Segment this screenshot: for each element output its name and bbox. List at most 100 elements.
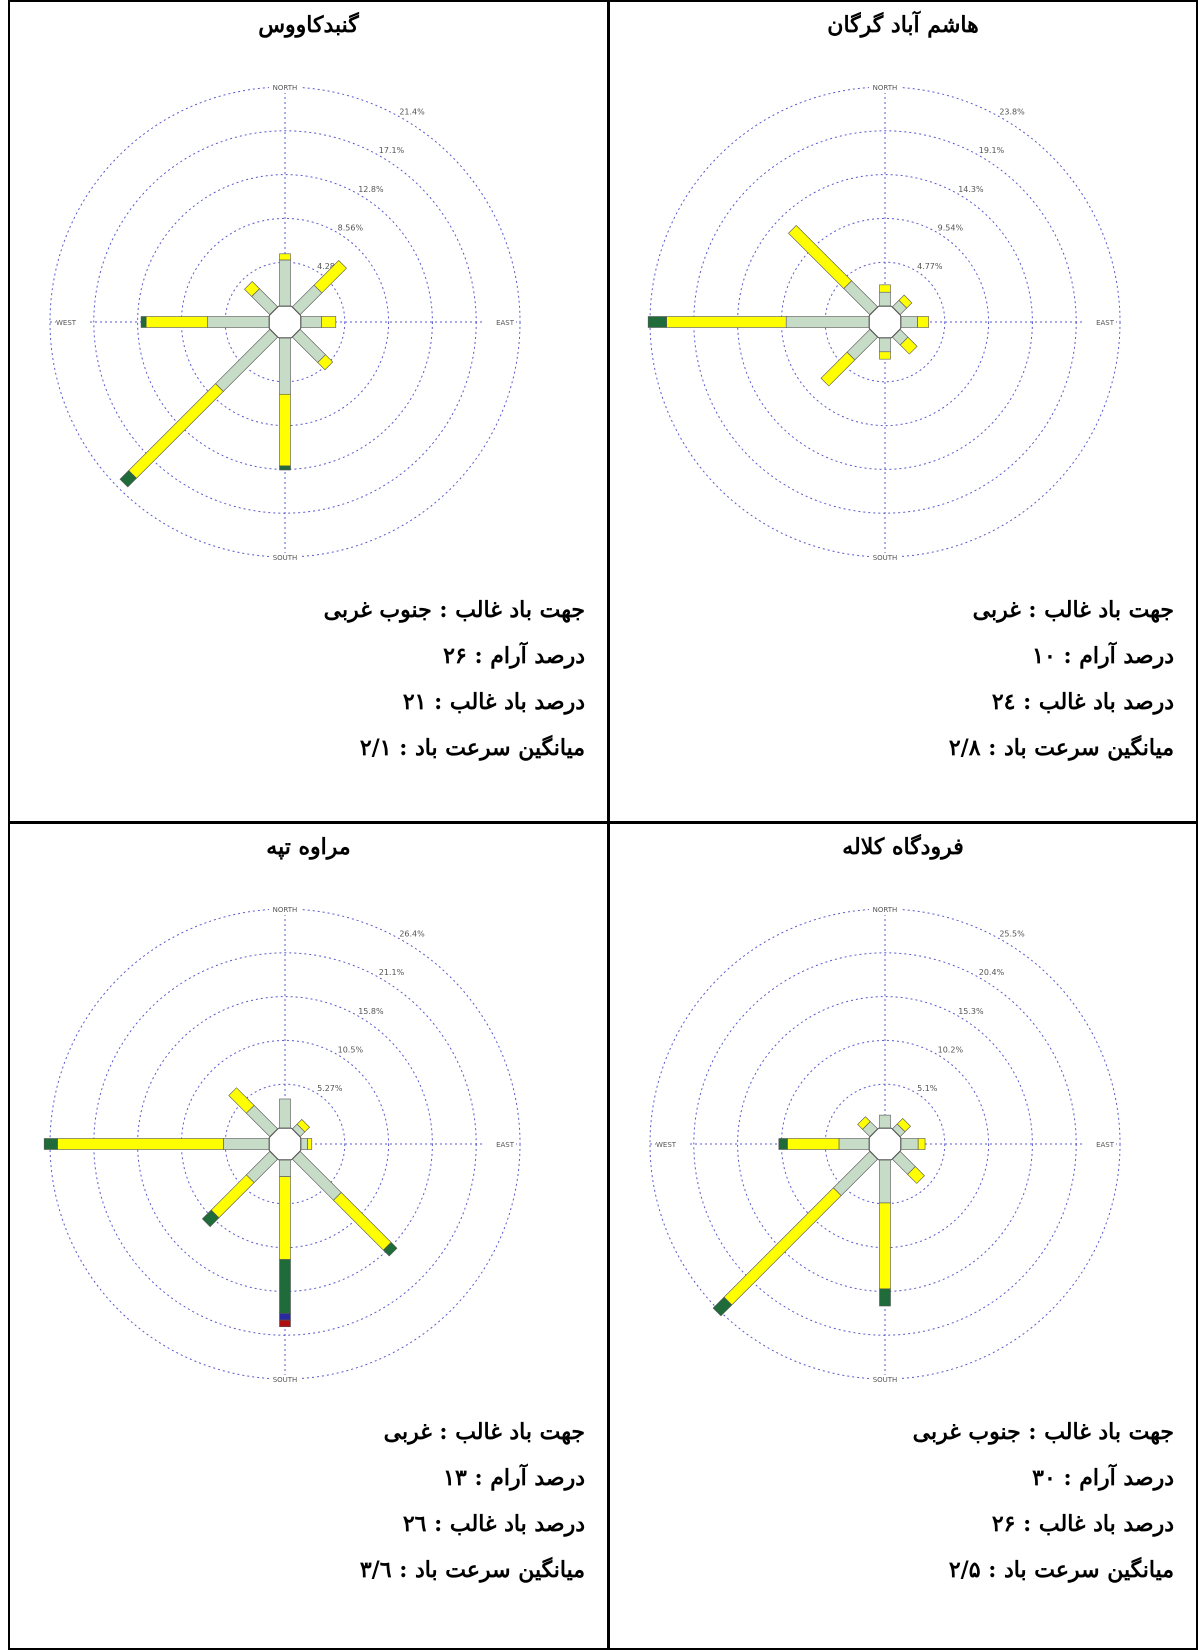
axis-label: SOUTH bbox=[873, 1376, 898, 1384]
bar-segment bbox=[296, 1118, 311, 1133]
axis-label: EAST bbox=[496, 319, 515, 327]
wind-bar-E bbox=[900, 1138, 926, 1150]
bar-segment bbox=[788, 225, 852, 289]
axis-label: EAST bbox=[496, 1141, 515, 1149]
axis-label-bg bbox=[869, 905, 901, 915]
station-title: مراوه تپه bbox=[266, 834, 351, 860]
bar-segment bbox=[279, 1313, 291, 1321]
calm-percent: درصد آرام : ۱۰ bbox=[1032, 643, 1174, 669]
bar-segment bbox=[279, 337, 291, 395]
wind-bar-SW bbox=[119, 329, 278, 488]
ring-label: 14.3% bbox=[958, 185, 984, 194]
bar-segment bbox=[879, 1288, 891, 1307]
bar-segment bbox=[307, 1138, 313, 1150]
bar-segment bbox=[832, 1151, 878, 1197]
axis-label: WEST bbox=[56, 319, 77, 327]
bar-segment bbox=[900, 316, 918, 328]
ring-label: 12.8% bbox=[358, 185, 384, 194]
bar-segment bbox=[712, 1296, 733, 1317]
ring-label: 20.4% bbox=[979, 968, 1005, 977]
axis-label: EAST bbox=[1096, 1141, 1115, 1149]
calm-center bbox=[868, 1127, 902, 1161]
ring-label: 23.8% bbox=[999, 108, 1025, 117]
station-title: گنبدکاووس bbox=[258, 12, 359, 38]
ring-label: 9.54% bbox=[938, 224, 964, 233]
bar-segment bbox=[245, 1104, 278, 1137]
axis-label: NORTH bbox=[273, 906, 298, 914]
calm-percent: درصد آرام : ۲۶ bbox=[443, 643, 585, 669]
ring-label: 21.1% bbox=[379, 968, 405, 977]
axis-label: NORTH bbox=[873, 84, 898, 92]
wind-bar-S bbox=[279, 1159, 291, 1328]
bar-segment bbox=[119, 470, 137, 488]
mean-wind-speed: میانگین سرعت باد : ۳/٦ bbox=[359, 1557, 585, 1583]
bar-segment bbox=[279, 465, 291, 471]
bar-segment bbox=[879, 337, 891, 353]
bar-segment bbox=[879, 1114, 891, 1129]
calm-center bbox=[868, 305, 902, 339]
ring-label: 8.56% bbox=[338, 224, 364, 233]
bar-segment bbox=[382, 1241, 398, 1257]
axis-label: NORTH bbox=[273, 84, 298, 92]
bar-segment bbox=[228, 1087, 255, 1114]
bar-segment bbox=[210, 1174, 255, 1219]
axis-label-bg bbox=[656, 1140, 688, 1150]
wind-rose-chart: 4.77%9.54%14.3%19.1%23.8%NORTHEASTSOUTHW… bbox=[647, 83, 1121, 563]
wind-bar-SW bbox=[201, 1151, 278, 1228]
wind-bar-S bbox=[879, 1159, 891, 1307]
ring-label: 4.77% bbox=[917, 262, 943, 271]
ring-label: 26.4% bbox=[399, 930, 425, 939]
axis-label-bg bbox=[1084, 1140, 1116, 1150]
station-title: فرودگاه کلاله bbox=[842, 834, 964, 860]
axis-label-bg bbox=[269, 1375, 301, 1385]
ring-label: 17.1% bbox=[379, 146, 405, 155]
bar-segment bbox=[300, 1138, 308, 1150]
axis-label-bg bbox=[869, 553, 901, 563]
grid-ring bbox=[737, 174, 1033, 470]
axis-label: NORTH bbox=[873, 906, 898, 914]
bar-segment bbox=[279, 259, 291, 307]
station-title: هاشم آباد گرگان bbox=[827, 12, 979, 38]
prevailing-wind-percent: درصد باد غالب : ۲٦ bbox=[402, 1511, 585, 1537]
axis-label: SOUTH bbox=[273, 1376, 298, 1384]
bar-segment bbox=[333, 1192, 392, 1251]
bar-segment bbox=[838, 1138, 870, 1150]
wind-bar-NE bbox=[892, 294, 913, 315]
bar-segment bbox=[857, 1116, 871, 1130]
wind-bar-N bbox=[279, 1098, 291, 1129]
ring-label: 10.5% bbox=[338, 1046, 364, 1055]
wind-rose-chart: 5.1% 10.2% 15.3% 20.4% 25.5% NORTH EAST SOUTH WE… bbox=[649, 905, 1121, 1385]
bar-segment bbox=[666, 316, 787, 328]
axis-label: SOUTH bbox=[873, 554, 898, 562]
bar-segment bbox=[321, 316, 337, 328]
prevailing-direction: جهت باد غالب : غربی bbox=[972, 597, 1174, 623]
bar-segment bbox=[785, 316, 870, 328]
bar-segment bbox=[917, 316, 929, 328]
panel-hashemabad-gorgan: هاشم آباد گرگان 4.77% 9.54% 14.3% 19.1% 23.8… bbox=[608, 0, 1198, 823]
bar-segment bbox=[879, 284, 891, 293]
prevailing-direction: جهت باد غالب : غربی bbox=[383, 1419, 585, 1445]
calm-center bbox=[268, 1127, 302, 1161]
axis-label-bg bbox=[869, 83, 901, 93]
ring-label: 4.28% bbox=[317, 262, 343, 271]
axis-label-bg bbox=[484, 318, 516, 328]
ring-label: 5.27% bbox=[317, 1084, 343, 1093]
wind-bar-NW bbox=[244, 281, 278, 315]
wind-bar-E bbox=[300, 316, 337, 328]
wind-bar-W bbox=[140, 316, 270, 328]
bar-segment bbox=[244, 281, 260, 297]
mean-wind-speed: میانگین سرعت باد : ۲/۸ bbox=[948, 735, 1174, 761]
axis-label-bg bbox=[1084, 318, 1116, 328]
prevailing-wind-percent: درصد باد غالب : ۲۱ bbox=[402, 689, 585, 715]
calm-percent: درصد آرام : ۳۰ bbox=[1032, 1465, 1174, 1491]
bar-segment bbox=[879, 1159, 891, 1204]
bar-segment bbox=[843, 280, 878, 315]
mean-wind-speed: میانگین سرعت باد : ۲/۵ bbox=[948, 1557, 1174, 1583]
bar-segment bbox=[879, 291, 891, 307]
bar-segment bbox=[723, 1187, 842, 1306]
bar-segment bbox=[245, 1151, 278, 1184]
bar-segment bbox=[279, 1098, 291, 1129]
wind-bar-W bbox=[778, 1138, 870, 1150]
wind-bar-SE bbox=[892, 1151, 925, 1184]
